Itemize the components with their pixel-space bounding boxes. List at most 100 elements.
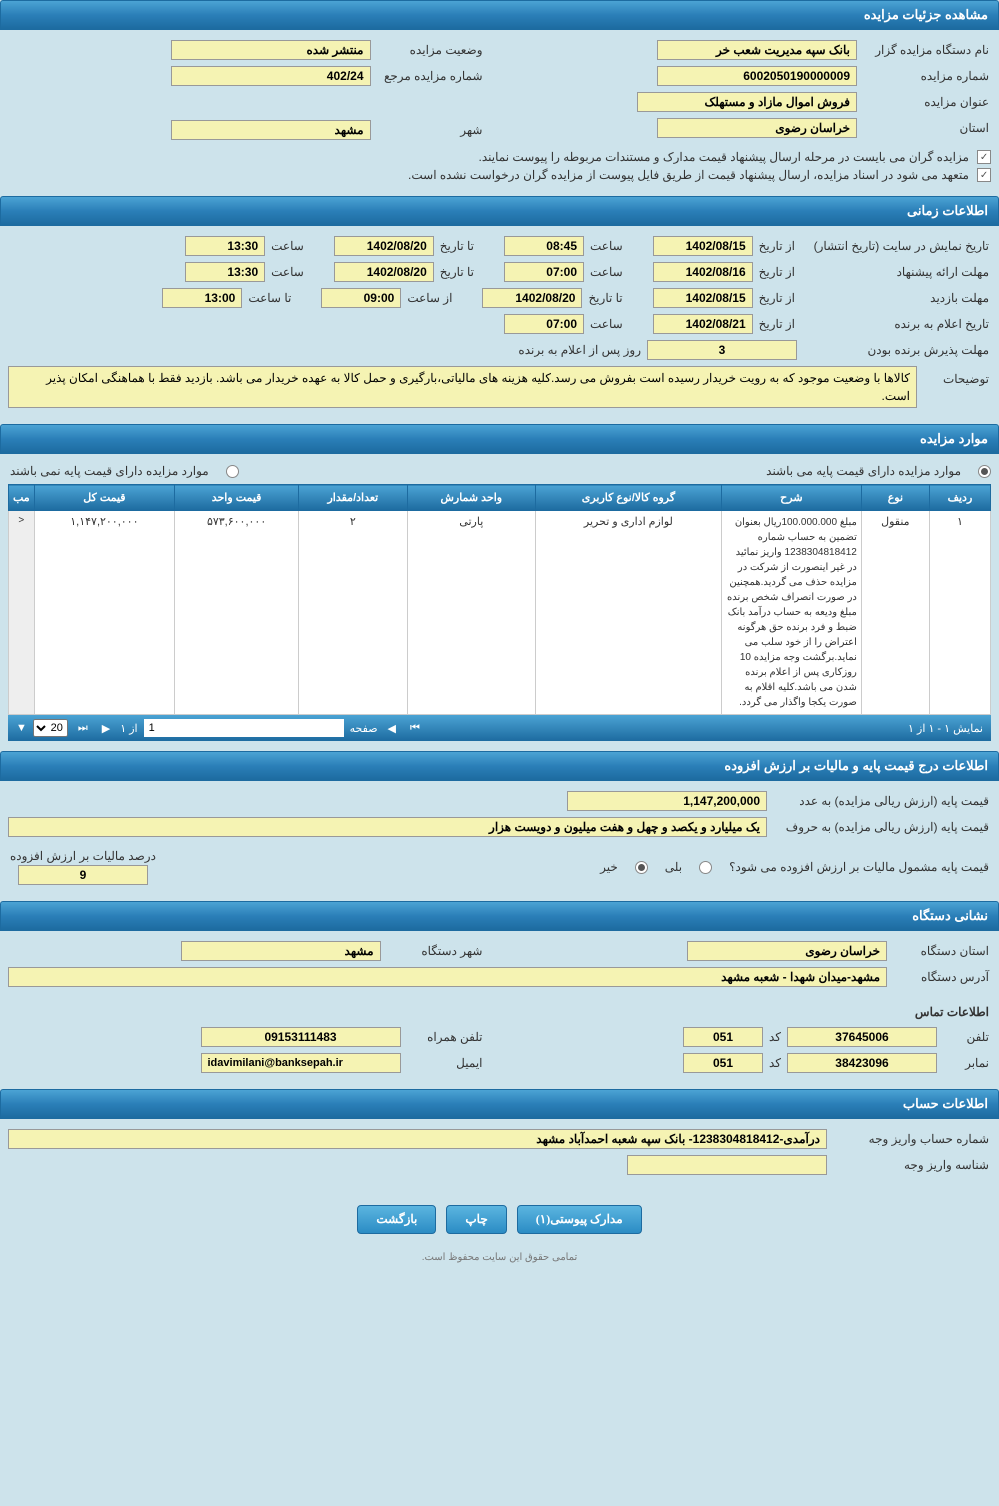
section-header-account: اطلاعات حساب	[0, 1089, 999, 1119]
vat-pct-label: درصد مالیات بر ارزش افزوده	[8, 849, 158, 863]
number-label: شماره مزایده	[861, 69, 991, 83]
section-header-price: اطلاعات درج قیمت پایه و مالیات بر ارزش ا…	[0, 751, 999, 781]
check2-text: متعهد می شود در اسناد مزایده، ارسال پیشن…	[406, 168, 971, 182]
mobile-label: تلفن همراه	[405, 1030, 485, 1044]
radio1-label: موارد مزایده دارای قیمت پایه می باشند	[764, 464, 963, 478]
accept-after: روز پس از اعلام به برنده	[516, 343, 643, 357]
province-label: استان	[861, 121, 991, 135]
radio-vat-no[interactable]	[635, 861, 648, 874]
from-label-1: از تاریخ	[757, 239, 797, 253]
code-label-2: کد	[767, 1056, 783, 1070]
th-group: گروه کالا/نوع کاربری	[535, 485, 721, 511]
contact-label: اطلاعات تماس	[913, 1005, 991, 1019]
pager-first[interactable]: ⏮	[406, 722, 424, 735]
radio-vat-yes[interactable]	[699, 861, 712, 874]
city-label: شهر	[375, 123, 485, 137]
organizer-field: بانک سپه مدیریت شعب خر	[657, 40, 857, 60]
acc-id-field	[627, 1155, 827, 1175]
announce-h: 07:00	[504, 314, 584, 334]
city-field: مشهد	[171, 120, 371, 140]
cell-group: لوازم اداری و تحریر	[535, 511, 721, 715]
status-field: منتشر شده	[171, 40, 371, 60]
page-size-select[interactable]: 20	[33, 719, 68, 737]
th-qty: تعداد/مقدار	[299, 485, 408, 511]
hour-label-4: ساعت	[269, 265, 306, 279]
cell-desc: مبلغ 100.000.000ریال بعنوان تضمین به حسا…	[721, 511, 861, 715]
hour-label-3: ساعت	[588, 265, 625, 279]
display-to: 1402/08/20	[334, 236, 434, 256]
pager-next[interactable]: ▶	[98, 722, 114, 735]
hour-label-5: ساعت	[588, 317, 625, 331]
to-hour-label: تا ساعت	[246, 291, 293, 305]
org-province-label: استان دستگاه	[891, 944, 991, 958]
org-body: استان دستگاه خراسان رضوی شهر دستگاه مشهد…	[0, 931, 999, 1089]
page-label: صفحه	[350, 722, 378, 735]
cell-total: ۱,۱۴۷,۲۰۰,۰۰۰	[34, 511, 174, 715]
pager-prev[interactable]: ◀	[384, 722, 400, 735]
auction-title-field: فروش اموال مازاد و مستهلک	[637, 92, 857, 112]
th-unit: واحد شمارش	[407, 485, 535, 511]
price-num-field: 1,147,200,000	[567, 791, 767, 811]
table-header-row: ردیف نوع شرح گروه کالا/نوع کاربری واحد ش…	[9, 485, 991, 511]
cell-unitprice: ۵۷۳,۶۰۰,۰۰۰	[175, 511, 299, 715]
proposal-to: 1402/08/20	[334, 262, 434, 282]
code-label-1: کد	[767, 1030, 783, 1044]
checkbox-1[interactable]: ✓	[977, 150, 991, 164]
proposal-from: 1402/08/16	[653, 262, 753, 282]
proposal-label: مهلت ارائه پیشنهاد	[801, 265, 991, 279]
vat-pct-field: 9	[18, 865, 148, 885]
status-label: وضعیت مزایده	[375, 43, 485, 57]
page-input[interactable]	[144, 719, 344, 737]
cell-qty: ۲	[299, 511, 408, 715]
th-desc: شرح	[721, 485, 861, 511]
visit-from-h: 09:00	[321, 288, 401, 308]
section-header-timing: اطلاعات زمانی	[0, 196, 999, 226]
back-button[interactable]: بازگشت	[357, 1205, 436, 1234]
cell-type: منقول	[861, 511, 929, 715]
cell-idx: ۱	[929, 511, 990, 715]
no-label: خیر	[598, 860, 620, 874]
fax-label: نمابر	[941, 1056, 991, 1070]
th-idx: ردیف	[929, 485, 990, 511]
th-unitprice: قیمت واحد	[175, 485, 299, 511]
hour-label-1: ساعت	[588, 239, 625, 253]
account-body: شماره حساب واریز وجه درآمدی-123830481841…	[0, 1119, 999, 1191]
announce-label: تاریخ اعلام به برنده	[801, 317, 991, 331]
visit-to-h: 13:00	[162, 288, 242, 308]
display-label: تاریخ نمایش در سایت (تاریخ انتشار)	[801, 239, 991, 253]
radio-no-price[interactable]	[226, 465, 239, 478]
th-extra: مب	[9, 485, 35, 511]
visit-label: مهلت بازدید	[801, 291, 991, 305]
ref-field: 402/24	[171, 66, 371, 86]
footer-buttons: مدارک پیوستی(۱) چاپ بازگشت	[0, 1191, 999, 1248]
items-table: ردیف نوع شرح گروه کالا/نوع کاربری واحد ش…	[8, 484, 991, 715]
cell-expand[interactable]: <	[9, 511, 35, 715]
pager: نمایش ۱ - ۱ از ۱ ⏮ ◀ صفحه از ۱ ▶ ⏭ 20 ▼	[8, 715, 991, 741]
section-header-items: موارد مزایده	[0, 424, 999, 454]
fax-field: 38423096	[787, 1053, 937, 1073]
from-hour-label: از ساعت	[405, 291, 454, 305]
acc-field: درآمدی-1238304818412- بانک سپه شعبه احمد…	[8, 1129, 827, 1149]
table-row[interactable]: ۱ منقول مبلغ 100.000.000ریال بعنوان تضمی…	[9, 511, 991, 715]
checkbox-2[interactable]: ✓	[977, 168, 991, 182]
pager-last[interactable]: ⏭	[74, 722, 92, 735]
announce-from: 1402/08/21	[653, 314, 753, 334]
yes-label: بلی	[663, 860, 684, 874]
province-field: خراسان رضوی	[657, 118, 857, 138]
attachments-button[interactable]: مدارک پیوستی(۱)	[517, 1205, 642, 1234]
organizer-label: نام دستگاه مزایده گزار	[861, 43, 991, 57]
code-field-1: 051	[683, 1027, 763, 1047]
display-to-h: 13:30	[185, 236, 265, 256]
org-province-field: خراسان رضوی	[687, 941, 887, 961]
acc-label: شماره حساب واریز وجه	[831, 1132, 991, 1146]
acc-id-label: شناسه واریز وجه	[831, 1158, 991, 1172]
th-total: قیمت کل	[34, 485, 174, 511]
footer-text: تمامی حقوق این سایت محفوظ است.	[0, 1248, 999, 1267]
price-word-label: قیمت پایه (ارزش ریالی مزایده) به حروف	[771, 820, 991, 834]
number-field: 6002050190000009	[657, 66, 857, 86]
to-label-1: تا تاریخ	[438, 239, 476, 253]
print-button[interactable]: چاپ	[446, 1205, 506, 1234]
radio-has-price[interactable]	[978, 465, 991, 478]
desc-label: توضیحات	[921, 366, 991, 386]
page-of: از ۱	[120, 722, 137, 735]
